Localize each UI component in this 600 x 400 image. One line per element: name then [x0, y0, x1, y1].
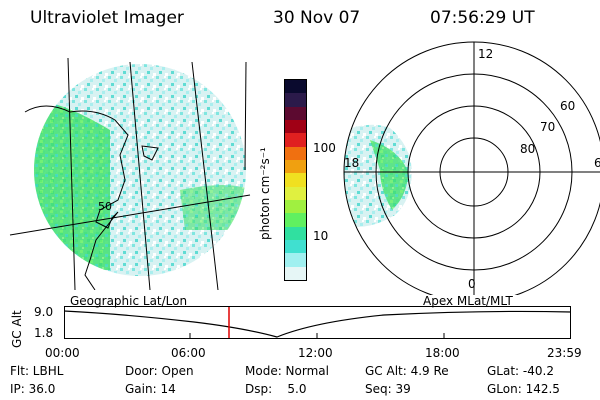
colorbar-swatch	[285, 239, 306, 254]
colorbar-tick-100: 100	[313, 141, 336, 155]
coastline	[24, 105, 129, 290]
mlt-label-bottom: 0	[468, 277, 476, 291]
colorbar-swatch	[285, 119, 306, 134]
geo-lat-label: 50	[98, 200, 112, 213]
colorbar-swatch	[285, 199, 306, 214]
colorbar-swatch	[285, 173, 306, 187]
geo-caption: Geographic Lat/Lon	[70, 294, 188, 308]
colorbar-swatch	[285, 93, 306, 107]
mlt-label-top: 12	[478, 47, 493, 61]
colorbar-swatch	[285, 186, 306, 200]
colorbar-swatch	[285, 253, 306, 267]
mlat-label-70: 70	[540, 120, 555, 134]
altitude-curve	[64, 310, 572, 338]
apex-caption: Apex MLat/MLT	[423, 294, 513, 308]
colorbar-swatch	[285, 159, 306, 174]
status-filter: Flt: LBHL	[10, 364, 64, 378]
colorbar-swatch	[285, 226, 306, 240]
status-door: Door: Open	[125, 364, 194, 378]
geo-grid-lines	[9, 57, 251, 290]
mlt-label-right: 6	[594, 156, 600, 170]
status-glon: GLon: 142.5	[487, 382, 560, 396]
colorbar-swatch	[285, 133, 306, 147]
date-label: 30 Nov 07	[273, 8, 361, 28]
altitude-ylabel: GC Alt	[10, 310, 24, 348]
time-label: 07:56:29 UT	[430, 8, 535, 28]
colorbar-swatch	[285, 106, 306, 120]
colorbar	[284, 79, 307, 281]
colorbar-unit-label: photon cm⁻²s⁻¹	[258, 147, 272, 240]
status-seq: Seq: 39	[365, 382, 411, 396]
mlt-label-left: 18	[344, 156, 359, 170]
alt-tick-low: 1.8	[34, 326, 54, 340]
status-glat: GLat: -40.2	[487, 364, 554, 378]
mlat-label-80: 80	[520, 142, 535, 156]
instrument-title: Ultraviolet Imager	[30, 8, 184, 28]
x-tick-1: 06:00	[171, 346, 206, 360]
polar-plot: 12 18 6 0 60 70 80	[343, 41, 600, 295]
colorbar-swatch	[285, 213, 306, 227]
alt-tick-high: 9.0	[34, 305, 54, 319]
status-dsp: Dsp: 5.0	[245, 382, 307, 396]
altitude-plot	[64, 306, 572, 339]
colorbar-swatch	[285, 266, 306, 280]
colorbar-tick-10: 10	[313, 229, 329, 243]
geographic-image: 50	[9, 57, 251, 290]
colorbar-swatch	[285, 80, 306, 94]
x-tick-3: 18:00	[425, 346, 460, 360]
status-gc-alt: GC Alt: 4.9 Re	[365, 364, 449, 378]
status-gain: Gain: 14	[125, 382, 176, 396]
mlat-label-60: 60	[560, 99, 575, 113]
status-ip: IP: 36.0	[10, 382, 56, 396]
x-tick-2: 12:00	[298, 346, 333, 360]
colorbar-swatch	[285, 146, 306, 160]
x-tick-4: 23:59	[547, 346, 582, 360]
status-mode: Mode: Normal	[245, 364, 329, 378]
x-tick-0: 00:00	[45, 346, 80, 360]
